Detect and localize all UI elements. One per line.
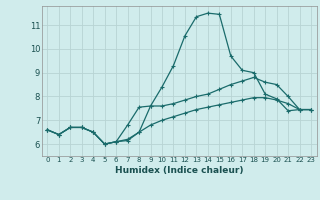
X-axis label: Humidex (Indice chaleur): Humidex (Indice chaleur): [115, 166, 244, 175]
